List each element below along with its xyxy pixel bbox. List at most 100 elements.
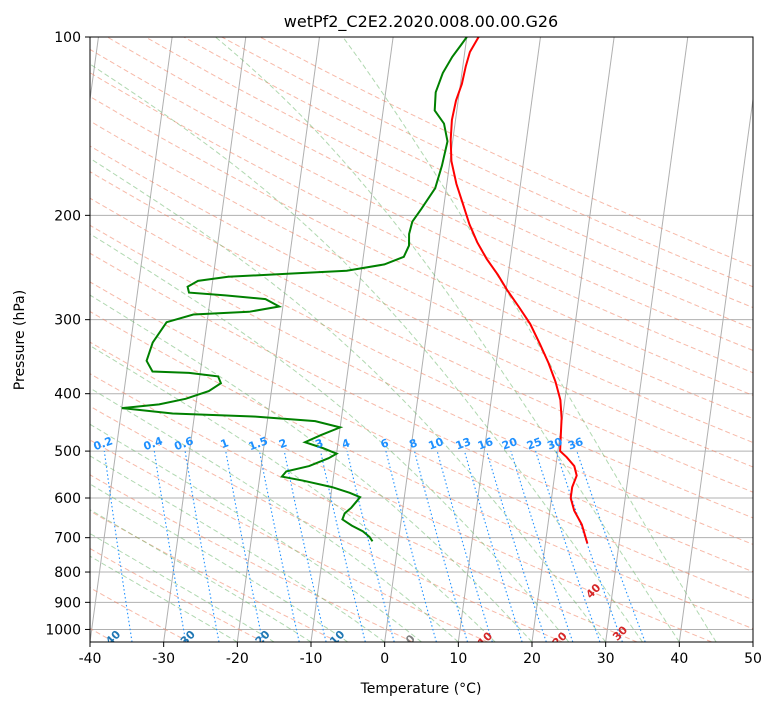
y-tick-label: 600 [54,491,81,507]
mixing-ratio-label: 13 [454,435,473,452]
mixing-ratio-label: 0.4 [142,434,165,453]
isotherm-line [90,37,173,642]
mixing-ratio-label: 8 [407,436,419,451]
mixing-ratio-line [486,450,547,642]
moist-adiabat-line [90,387,459,642]
moist-adiabat-line [90,233,570,642]
mixing-ratio-label: 3 [313,436,325,451]
plot-frame [89,36,754,643]
y-axis: 100 200 300 400 500 600 700 800 900 1000 [45,30,90,638]
moist-adiabat-line [90,555,238,642]
mixing-ratio-label: 6 [379,436,391,451]
mixing-ratio-line [319,450,366,642]
profile-series [121,37,589,544]
mixing-ratio-label: 16 [476,435,495,453]
dry-adiabat-line [90,120,753,444]
y-tick-label: 1000 [45,622,81,638]
mixing-ratio-label: 30 [545,435,564,453]
x-tick-label: 40 [670,651,688,667]
x-tick-label: 20 [523,651,541,667]
moist-adiabat-line [90,483,349,642]
x-tick-label: -30 [152,651,175,667]
x-axis-title: Temperature (°C) [360,681,482,697]
dry-adiabat-line [90,311,753,630]
mixing-ratio-line [184,451,220,642]
dewpoint-profile-line [121,37,468,542]
dry-adiabat-line [90,145,753,468]
moist-adiabat-line [90,345,496,642]
dry-adiabat-line [90,95,753,420]
dry-adiabat-line [90,439,488,642]
mixing-ratio-lines [103,450,646,642]
dry-adiabat-line [90,405,563,642]
moist-adiabat-line [215,37,680,642]
dry-adiabat-line [90,197,753,519]
moist-adiabat-line [90,63,643,642]
dry-adiabat-line [183,37,753,309]
mixing-ratio-label: 0.2 [92,434,115,453]
mixing-ratio-line [385,450,437,642]
dry-adiabat-line [90,48,753,374]
y-tick-label: 400 [54,387,81,403]
y-tick-label: 100 [54,30,81,46]
mixing-ratio-line [153,451,187,642]
y-tick-label: 900 [54,595,81,611]
isotherm-line [605,37,689,642]
mixing-ratio-label: 4 [340,436,352,451]
moist-adiabat-line [90,294,533,642]
dry-adiabat-line [90,474,414,642]
mixing-ratio-line [283,450,327,642]
mixing-ratio-line [555,450,623,642]
isotherm-line [384,37,468,642]
mixing-ratio-line [535,450,601,642]
mixing-ratio-label: 20 [500,435,519,453]
moist-adiabat-line [90,455,385,642]
temperature-profile-line [449,37,589,544]
x-tick-label: 50 [744,651,762,667]
x-tick-label: -20 [226,651,249,667]
mixing-ratio-label: 25 [525,435,544,452]
dry-adiabat-label: 30 [610,623,630,643]
x-tick-label: 30 [597,651,615,667]
y-tick-label: 300 [54,313,81,329]
dry-adiabat-line [145,37,753,330]
y-axis-title: Pressure (hPa) [12,290,28,390]
mixing-ratio-label: 1 [219,436,231,451]
mixing-ratio-label: 10 [427,435,446,453]
dry-adiabat-line [107,37,753,351]
mixing-ratio-label: 36 [566,435,585,453]
y-tick-label: 200 [54,208,81,224]
x-tick-label: -40 [79,651,102,667]
y-tick-label: 800 [54,565,81,581]
mixing-ratio-line [413,450,469,642]
mixing-ratio-line [103,451,133,642]
y-tick-label: 700 [54,531,81,547]
isotherm-line [163,37,247,642]
dry-adiabat-line [90,224,753,545]
moist-adiabats [90,37,717,642]
dry-adiabat-label: 0 [403,632,418,647]
x-tick-label: -10 [300,651,323,667]
mixing-ratio-line [576,450,646,642]
mixing-ratio-label: 1.5 [247,434,270,453]
isotherm-line [531,37,615,642]
isotherm-line [678,95,753,642]
x-axis: -40 -30 -20 -10 0 10 20 30 40 50 [79,642,762,667]
mixing-ratio-line [346,450,395,642]
mixing-ratio-line [225,450,264,642]
moist-adiabat-line [90,532,275,642]
mixing-ratio-label: 0.6 [173,434,196,453]
mixing-ratio-line [463,450,523,642]
x-tick-label: 0 [380,651,389,667]
plot-area: -40-30-20-100102030400.10.20.40.611.5234… [90,37,753,647]
isotherm-line [457,37,541,642]
mixing-ratio-line [510,450,574,642]
mixing-ratio-line [436,450,493,642]
mixing-ratio-line [258,450,300,642]
dry-adiabat-line [90,252,753,573]
moist-adiabat-line [90,423,422,642]
chart-title: wetPf2_C2E2.2020.008.00.00.G26 [284,12,558,32]
x-tick-label: 10 [449,651,467,667]
